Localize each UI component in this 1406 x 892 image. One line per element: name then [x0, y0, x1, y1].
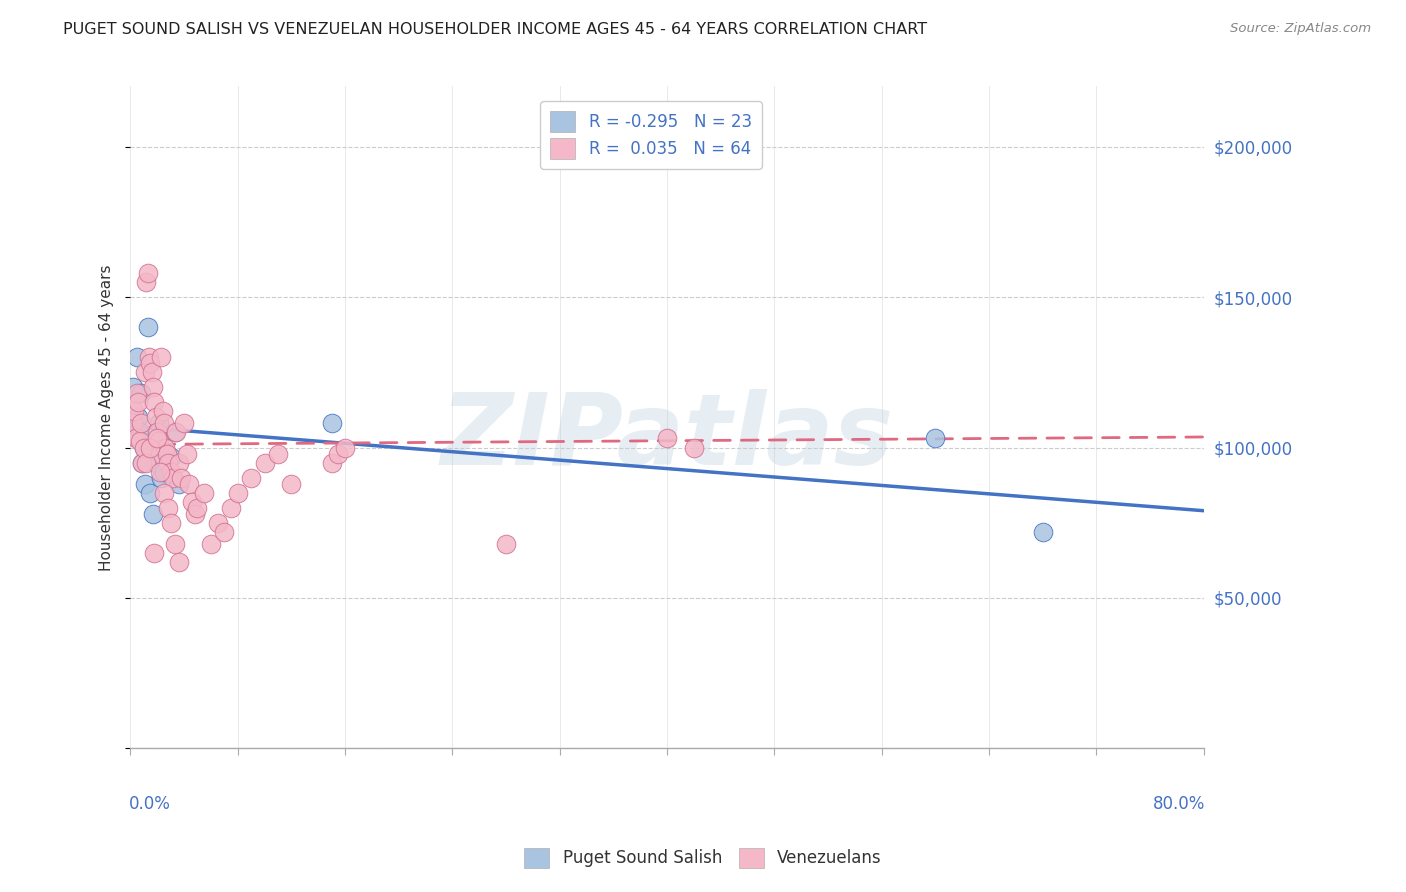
Point [138, 350, 160, 364]
Point [148, 417, 170, 431]
Text: Source: ZipAtlas.com: Source: ZipAtlas.com [1230, 22, 1371, 36]
Point [321, 456, 343, 470]
Point [163, 537, 186, 551]
Point [128, 425, 150, 440]
Legend: R = -0.295   N = 23, R =  0.035   N = 64: R = -0.295 N = 23, R = 0.035 N = 64 [540, 102, 762, 169]
Point [155, 441, 177, 455]
Point [153, 485, 176, 500]
Point [128, 434, 150, 449]
Text: 0.0%: 0.0% [129, 795, 172, 813]
Point [152, 404, 174, 418]
Point [267, 446, 290, 460]
Point [167, 555, 190, 569]
Point [146, 432, 169, 446]
Point [163, 425, 186, 440]
Point [135, 456, 157, 470]
Y-axis label: Householder Income Ages 45 - 64 years: Householder Income Ages 45 - 64 years [100, 264, 114, 571]
Point [159, 516, 181, 530]
Point [683, 441, 706, 455]
Text: 80.0%: 80.0% [1153, 795, 1205, 813]
Point [139, 356, 162, 370]
Point [129, 386, 152, 401]
Point [207, 516, 229, 530]
Point [165, 425, 187, 440]
Point [153, 465, 176, 479]
Point [167, 476, 190, 491]
Point [145, 456, 167, 470]
Legend: Puget Sound Salish, Venezuelans: Puget Sound Salish, Venezuelans [517, 841, 889, 875]
Point [139, 485, 162, 500]
Point [333, 441, 356, 455]
Point [145, 410, 167, 425]
Text: PUGET SOUND SALISH VS VENEZUELAN HOUSEHOLDER INCOME AGES 45 - 64 YEARS CORRELATI: PUGET SOUND SALISH VS VENEZUELAN HOUSEHO… [63, 22, 928, 37]
Point [170, 470, 193, 484]
Point [173, 417, 195, 431]
Point [143, 546, 166, 560]
Point [125, 432, 148, 446]
Point [125, 417, 148, 431]
Point [156, 500, 179, 515]
Point [139, 441, 162, 455]
Point [153, 417, 176, 431]
Point [136, 266, 159, 280]
Point [127, 410, 149, 425]
Point [132, 441, 155, 455]
Point [129, 417, 152, 431]
Point [495, 537, 517, 551]
Point [136, 320, 159, 334]
Point [131, 456, 153, 470]
Point [135, 275, 157, 289]
Point [122, 417, 145, 431]
Point [148, 434, 170, 449]
Point [131, 456, 153, 470]
Point [134, 476, 156, 491]
Point [240, 470, 263, 484]
Point [162, 470, 184, 484]
Point [127, 395, 149, 409]
Point [200, 537, 222, 551]
Point [181, 494, 204, 508]
Point [124, 404, 146, 418]
Point [156, 456, 179, 470]
Point [132, 441, 155, 455]
Point [142, 380, 165, 394]
Point [143, 395, 166, 409]
Point [321, 417, 343, 431]
Point [122, 380, 145, 394]
Point [179, 476, 201, 491]
Point [253, 456, 276, 470]
Point [176, 446, 198, 460]
Point [219, 500, 242, 515]
Point [159, 450, 181, 464]
Point [146, 425, 169, 440]
Point [328, 446, 350, 460]
Point [184, 507, 207, 521]
Point [280, 476, 302, 491]
Point [142, 507, 165, 521]
Point [655, 432, 678, 446]
Text: ZIPatlas: ZIPatlas [440, 389, 894, 486]
Point [149, 446, 172, 460]
Point [125, 386, 148, 401]
Point [155, 446, 177, 460]
Point [186, 500, 208, 515]
Point [193, 485, 215, 500]
Point [155, 446, 177, 460]
Point [150, 350, 173, 364]
Point [134, 365, 156, 379]
Point [125, 350, 148, 364]
Point [141, 365, 163, 379]
Point [167, 456, 190, 470]
Point [1032, 524, 1054, 539]
Point [149, 465, 172, 479]
Point [924, 432, 946, 446]
Point [159, 465, 181, 479]
Point [150, 470, 173, 484]
Point [212, 524, 235, 539]
Point [226, 485, 249, 500]
